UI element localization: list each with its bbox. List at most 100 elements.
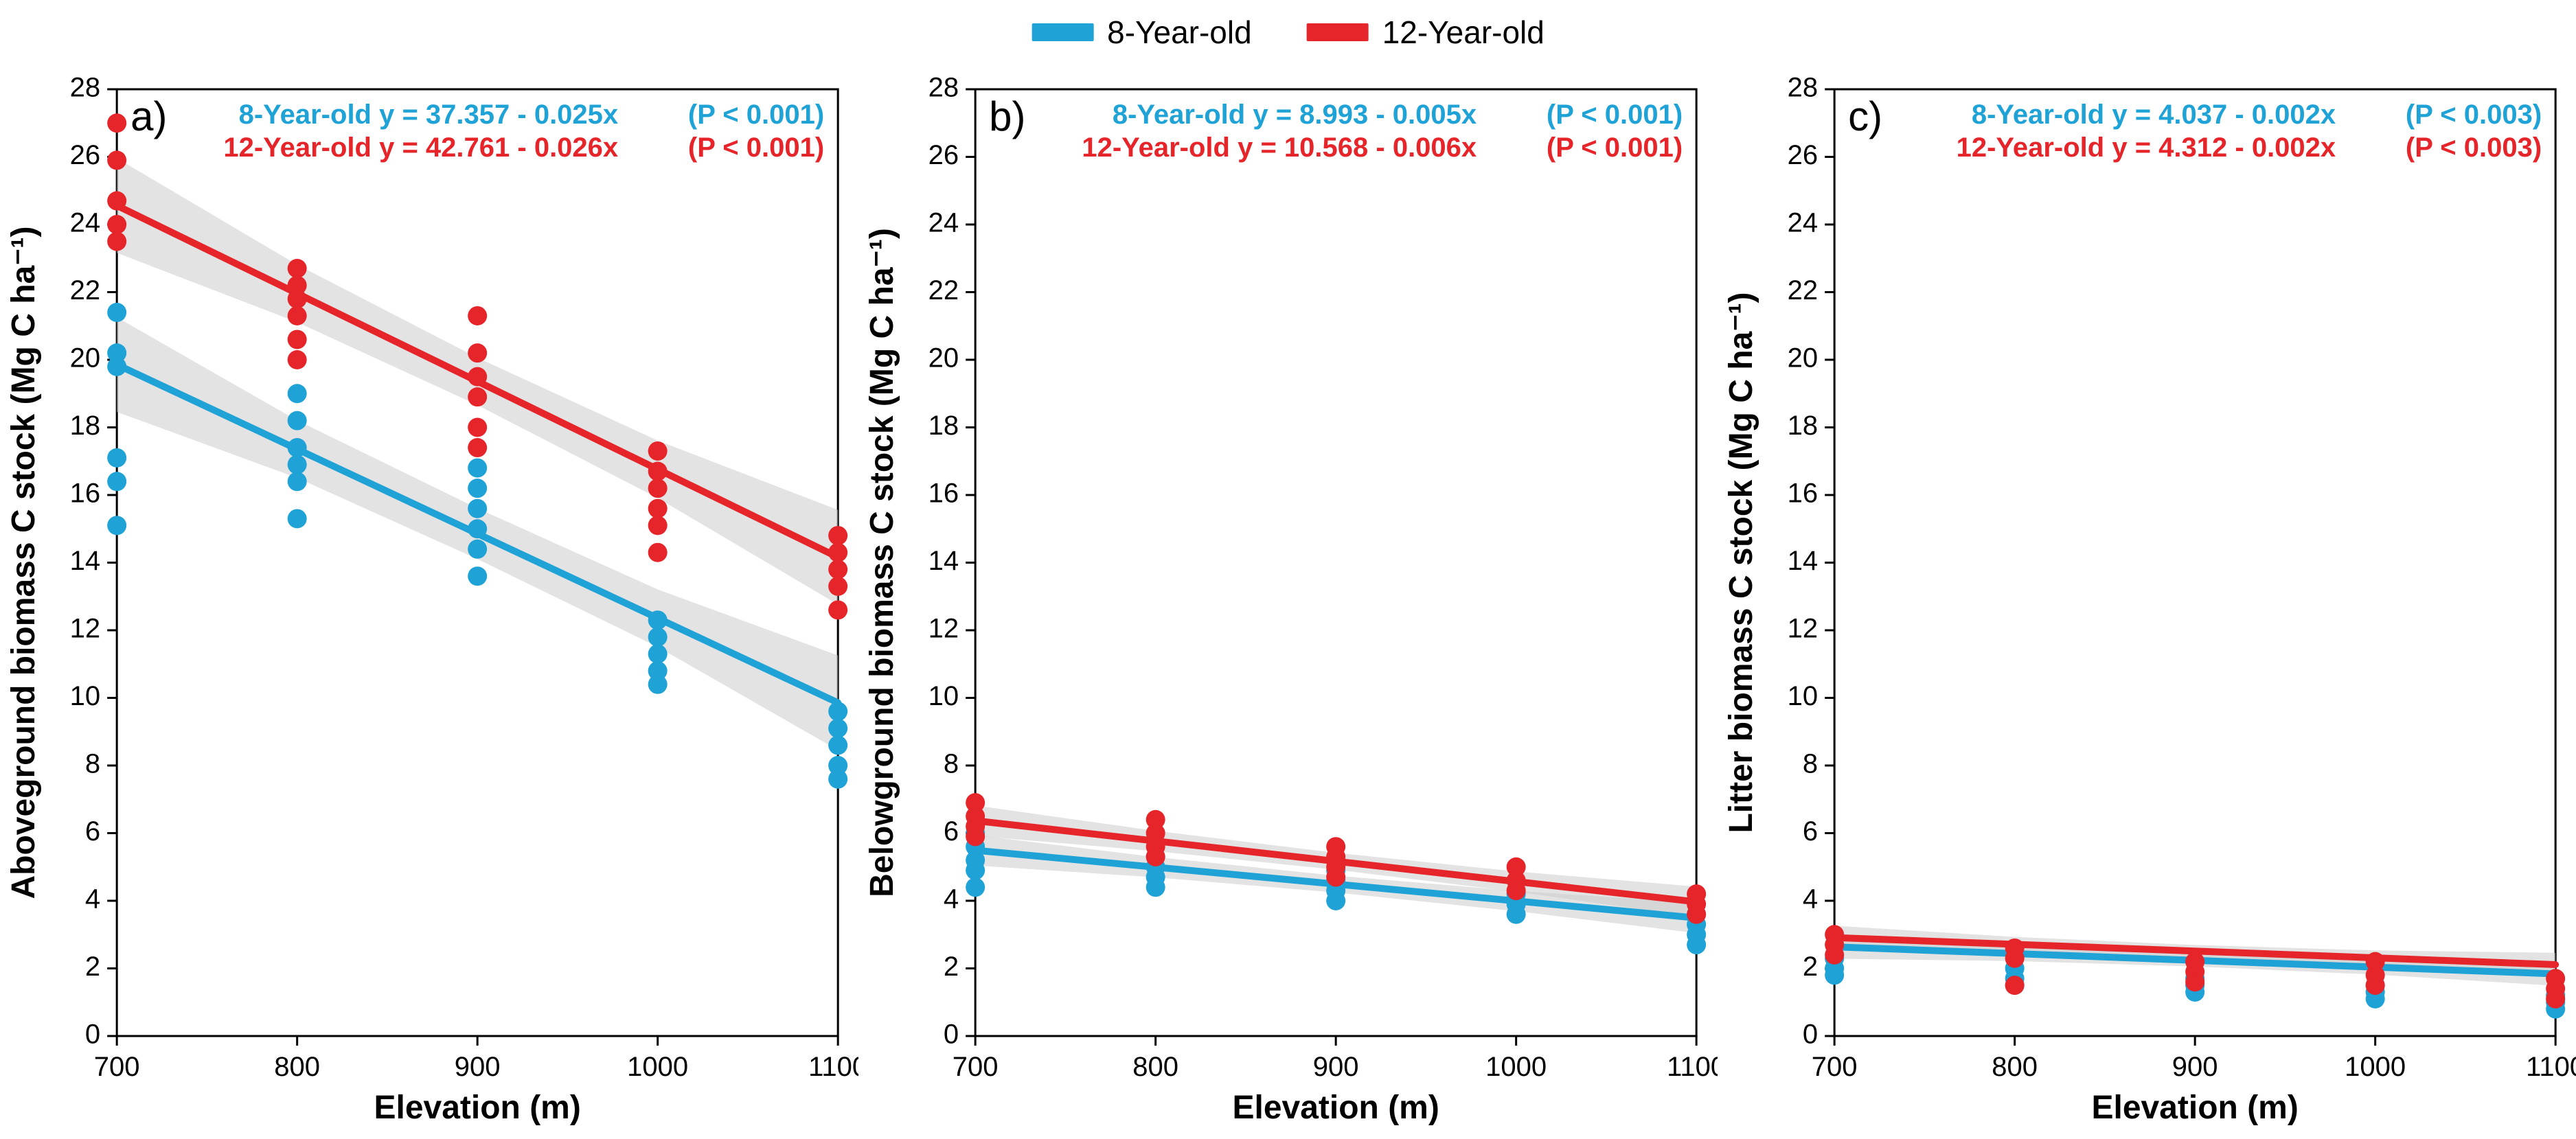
data-point [648, 675, 668, 694]
ytick-label: 20 [70, 343, 101, 373]
ytick-label: 0 [85, 1020, 100, 1050]
ytick-label: 26 [70, 140, 101, 170]
y-axis-title: Belowground biomass C stock (Mg C ha⁻¹) [864, 228, 900, 897]
legend-item-8yr: 8-Year-old [1031, 14, 1252, 51]
data-point [648, 543, 668, 562]
ytick-label: 28 [70, 73, 101, 103]
ytick-label: 8 [85, 749, 100, 779]
data-point [107, 113, 126, 133]
plot-a: 0246810121416182022242628700800900100011… [0, 69, 858, 1139]
xtick-label: 900 [2172, 1052, 2218, 1082]
data-point [648, 644, 668, 663]
panel-a: 0246810121416182022242628700800900100011… [0, 69, 858, 1139]
xtick-label: 700 [953, 1052, 999, 1082]
figure: 8-Year-old 12-Year-old 0 24 6 8 10 12 14 16 18 20… [0, 0, 2576, 1139]
data-point [1507, 905, 1526, 924]
ytick-label: 24 [928, 208, 959, 238]
data-point [1326, 891, 1345, 910]
xtick-label: 700 [94, 1052, 140, 1082]
ytick-label: 22 [70, 275, 101, 306]
ytick-label: 0 [1803, 1020, 1818, 1050]
equation-text: 8-Year-old y = 37.357 - 0.025x [239, 100, 619, 130]
legend-item-12yr: 12-Year-old [1307, 14, 1545, 51]
ytick-label: 12 [928, 614, 959, 644]
data-point [1146, 877, 1165, 897]
ytick-label: 8 [944, 749, 959, 779]
ytick-label: 8 [1803, 749, 1818, 779]
ytick-label: 12 [70, 614, 101, 644]
ytick-label: 6 [1803, 816, 1818, 847]
equation-text: 12-Year-old y = 4.312 - 0.002x [1956, 133, 2336, 163]
ytick-label: 16 [928, 479, 959, 509]
ytick-label: 14 [928, 546, 959, 576]
ytick-label: 12 [1787, 614, 1818, 644]
xtick-label: 1100 [1667, 1052, 1717, 1082]
data-point [648, 479, 668, 498]
ytick-label: 26 [1787, 140, 1818, 170]
equation-pval: (P < 0.001) [688, 100, 824, 130]
ytick-label: 22 [928, 275, 959, 306]
equation-text: 8-Year-old y = 8.993 - 0.005x [1113, 100, 1477, 130]
ytick-label: 10 [70, 681, 101, 711]
data-point [288, 438, 307, 457]
xtick-label: 800 [274, 1052, 320, 1082]
data-point [107, 516, 126, 535]
data-point [648, 610, 668, 630]
xtick-label: 1100 [2526, 1052, 2576, 1082]
data-point [468, 418, 487, 437]
y-axis-title: Litter biomass C stock (Mg C ha⁻¹) [1723, 292, 1759, 833]
ytick-label: 18 [1787, 411, 1818, 441]
data-point [648, 462, 668, 481]
data-point [648, 499, 668, 518]
data-point [2185, 972, 2204, 991]
data-point [828, 702, 847, 721]
data-point [107, 232, 126, 251]
legend-label-8yr: 8-Year-old [1107, 14, 1252, 51]
data-point [288, 350, 307, 369]
data-point [288, 411, 307, 430]
data-point [288, 455, 307, 474]
x-axis-title: Elevation (m) [374, 1090, 580, 1126]
x-axis-title: Elevation (m) [1233, 1090, 1439, 1126]
data-point [288, 384, 307, 403]
data-point [107, 357, 126, 376]
data-point [107, 192, 126, 211]
equation-pval: (P < 0.001) [688, 133, 824, 163]
ytick-label: 10 [1787, 681, 1818, 711]
equation-pval: (P < 0.003) [2406, 133, 2542, 163]
data-point [828, 543, 847, 562]
ytick-label: 26 [928, 140, 959, 170]
data-point [828, 735, 847, 755]
legend-swatch-8yr [1031, 23, 1093, 41]
ytick-label: 20 [1787, 343, 1818, 373]
ytick-label: 24 [1787, 208, 1818, 238]
data-point [648, 441, 668, 461]
data-point [648, 516, 668, 535]
data-point [468, 387, 487, 406]
equation-text: 12-Year-old y = 42.761 - 0.026x [223, 133, 618, 163]
ytick-label: 28 [928, 73, 959, 103]
data-point [468, 566, 487, 586]
data-point [107, 472, 126, 491]
xtick-label: 800 [1992, 1052, 2038, 1082]
data-point [288, 472, 307, 491]
data-point [288, 289, 307, 308]
xtick-label: 800 [1133, 1052, 1179, 1082]
x-axis-title: Elevation (m) [2091, 1090, 2298, 1126]
xtick-label: 1000 [1486, 1052, 1547, 1082]
data-point [966, 861, 985, 880]
data-point [468, 479, 487, 498]
ytick-label: 14 [70, 546, 101, 576]
xtick-label: 1100 [808, 1052, 858, 1082]
data-point [828, 560, 847, 579]
xtick-label: 900 [1313, 1052, 1359, 1082]
data-point [828, 577, 847, 596]
data-point [288, 330, 307, 349]
panel-label: a) [130, 93, 167, 139]
ytick-label: 4 [944, 884, 959, 914]
equation-pval: (P < 0.001) [1547, 133, 1683, 163]
panel-label: b) [989, 93, 1025, 139]
data-point [1825, 945, 1844, 965]
data-point [828, 600, 847, 619]
data-point [468, 343, 487, 363]
